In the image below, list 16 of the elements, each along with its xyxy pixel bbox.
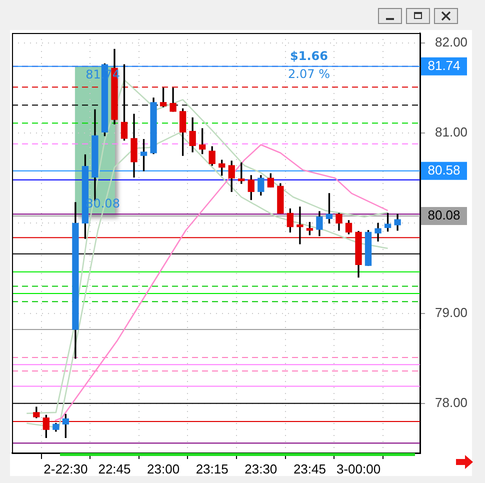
y-tick-label: 81.00	[435, 124, 468, 140]
x-tick-label: 23:45	[293, 461, 326, 476]
annotation: $1.66	[290, 49, 328, 64]
x-tick-label: 23:30	[244, 461, 278, 476]
x-tick-label: 22:45	[98, 461, 131, 476]
x-tick-label: 23:15	[196, 461, 228, 476]
y-tick-label: 82.00	[435, 34, 468, 50]
y-tick-label: 79.00	[435, 304, 468, 320]
ref-line-label: 80.08	[428, 208, 460, 223]
ref-line-label: 81.74	[428, 58, 460, 73]
ref-line-label: 80.58	[428, 162, 460, 178]
x-tick-label: 2-22:30	[44, 461, 88, 476]
x-tick-label: 23:00	[147, 461, 180, 476]
x-tick-label: 3-00:00	[336, 461, 381, 476]
annotation: 2.07 %	[288, 67, 330, 82]
y-tick-label: 78.00	[435, 395, 468, 410]
